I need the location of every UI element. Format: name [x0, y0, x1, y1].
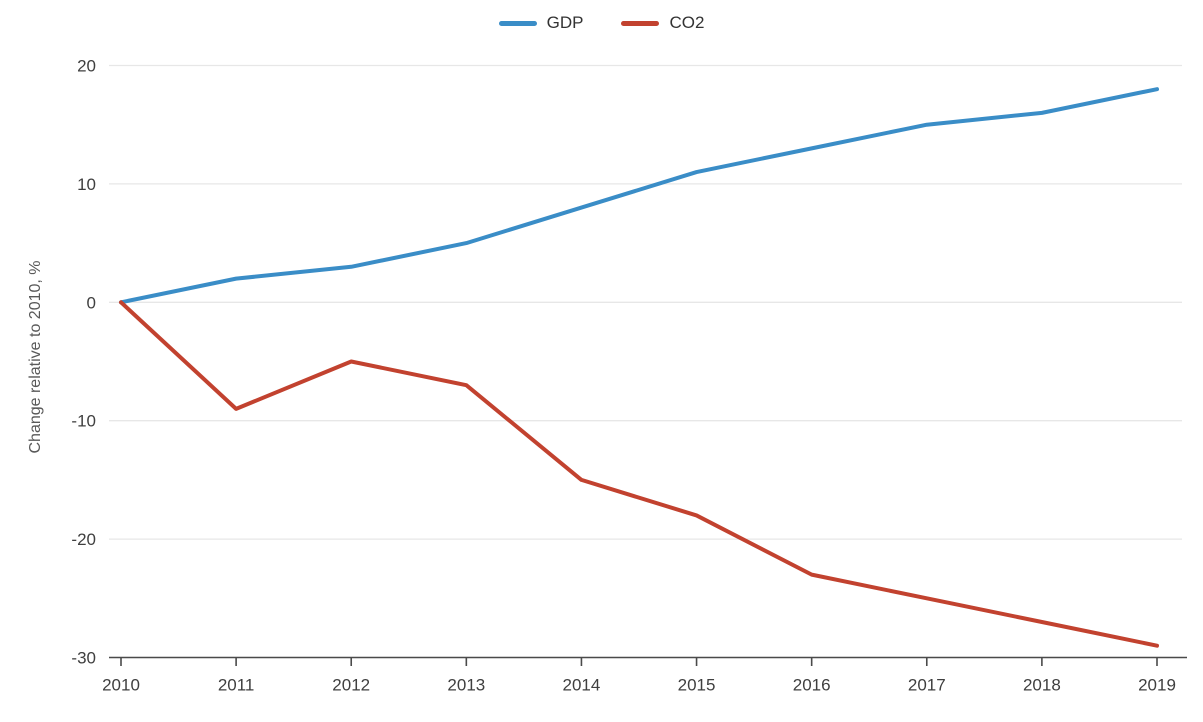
x-tick-label: 2013: [447, 676, 485, 695]
x-tick-label: 2011: [218, 676, 255, 695]
x-tick-label: 2010: [102, 676, 140, 695]
legend-item-gdp[interactable]: GDP: [498, 13, 584, 33]
co2-line-swatch-icon: [621, 20, 660, 26]
x-tick-label: 2014: [563, 676, 601, 695]
x-tick-label: 2018: [1023, 676, 1061, 695]
x-tick-label: 2012: [332, 676, 370, 695]
x-tick-label: 2019: [1138, 676, 1176, 695]
legend: GDP CO2: [0, 13, 1203, 33]
legend-label-co2: CO2: [669, 13, 705, 32]
series-line-co2: [119, 300, 1159, 648]
y-tick-label: -10: [71, 412, 96, 431]
y-tick-label: 0: [87, 293, 96, 312]
y-tick-label: -20: [71, 530, 96, 549]
x-tick-label: 2015: [678, 676, 716, 695]
series-line-gdp: [119, 87, 1159, 305]
x-tick-label: 2017: [908, 676, 946, 695]
gdp-line-swatch-icon: [498, 20, 537, 26]
legend-item-co2[interactable]: CO2: [621, 13, 704, 33]
y-tick-label: -30: [71, 648, 96, 667]
y-tick-label: 10: [77, 175, 96, 194]
y-tick-label: 20: [77, 56, 96, 75]
x-tick-label: 2016: [793, 676, 831, 695]
legend-label-gdp: GDP: [546, 13, 584, 32]
